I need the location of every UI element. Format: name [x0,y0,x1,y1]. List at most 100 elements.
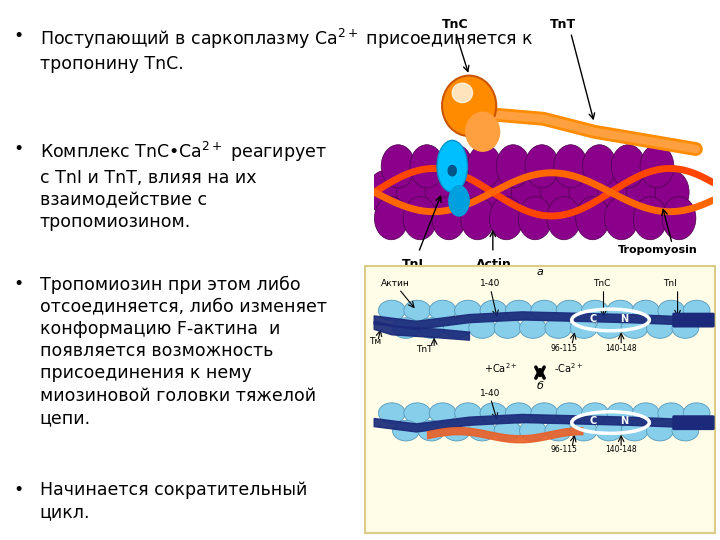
Circle shape [520,318,546,338]
Polygon shape [374,312,698,329]
Text: Начинается сократительный
цикл.: Начинается сократительный цикл. [40,481,307,521]
Text: TnC: TnC [593,279,611,288]
Circle shape [672,318,698,338]
Text: •: • [13,275,23,293]
Text: Актин: Актин [382,279,410,288]
Circle shape [454,171,487,214]
Text: TnT: TnT [416,346,433,354]
Circle shape [494,318,521,338]
Circle shape [640,145,674,188]
Circle shape [570,420,597,441]
Text: 140-148: 140-148 [606,344,637,353]
Circle shape [381,145,415,188]
Circle shape [531,300,557,321]
Circle shape [410,145,444,188]
Circle shape [374,197,408,240]
Circle shape [368,171,402,214]
Text: N: N [621,314,629,324]
Circle shape [683,300,710,321]
Circle shape [570,318,597,338]
Circle shape [545,420,572,441]
Polygon shape [374,321,469,340]
FancyBboxPatch shape [365,266,715,534]
Circle shape [480,403,507,423]
Circle shape [632,300,660,321]
Text: Тм: Тм [369,338,381,346]
Circle shape [467,145,501,188]
Text: TnI: TnI [402,258,423,271]
Circle shape [505,403,532,423]
Text: -Ca$^{2+}$: -Ca$^{2+}$ [554,362,583,375]
Circle shape [511,171,545,214]
Text: Комплекс TnC•Ca$^{2+}$ реагирует
с TnI и TnT, влияя на их
взаимодействие с
тропо: Комплекс TnC•Ca$^{2+}$ реагирует с TnI и… [40,140,326,231]
FancyBboxPatch shape [672,313,715,327]
Circle shape [392,420,419,441]
Polygon shape [374,415,698,432]
Circle shape [547,197,581,240]
Circle shape [595,318,623,338]
Circle shape [418,318,445,338]
Circle shape [444,420,470,441]
Circle shape [432,197,466,240]
Circle shape [469,420,495,441]
Text: TnT: TnT [550,18,577,31]
Circle shape [658,403,685,423]
Ellipse shape [466,112,500,151]
Text: TnI: TnI [664,279,678,288]
Circle shape [672,420,698,441]
Text: 1-40: 1-40 [480,279,500,288]
Text: •: • [13,140,23,158]
Circle shape [429,403,456,423]
Circle shape [582,403,608,423]
Circle shape [429,300,456,321]
Circle shape [496,145,530,188]
Text: N: N [621,416,629,427]
Text: Actin: Actin [476,258,512,271]
Circle shape [531,403,557,423]
Text: 1-40: 1-40 [480,389,500,397]
Circle shape [662,197,696,240]
Circle shape [438,145,472,188]
Text: 96-115: 96-115 [551,344,577,353]
Circle shape [607,300,634,321]
Circle shape [545,318,572,338]
Circle shape [658,300,685,321]
Circle shape [540,171,574,214]
Circle shape [418,420,445,441]
Text: Tropomyosin: Tropomyosin [618,245,698,255]
Ellipse shape [449,186,469,216]
Circle shape [525,145,559,188]
Circle shape [607,403,634,423]
Circle shape [454,403,482,423]
Circle shape [557,300,583,321]
Circle shape [404,300,431,321]
Text: Поступающий в саркоплазму Ca$^{2+}$ присоединяется к
тропонину TnC.: Поступающий в саркоплазму Ca$^{2+}$ прис… [40,27,534,73]
Ellipse shape [442,76,496,136]
Circle shape [655,171,689,214]
Circle shape [576,197,610,240]
Circle shape [647,420,673,441]
Circle shape [557,403,583,423]
Text: TnC: TnC [442,18,469,31]
Circle shape [404,403,431,423]
Text: C: C [589,416,597,427]
Circle shape [554,145,588,188]
Circle shape [598,171,631,214]
Text: Тропомиозин при этом либо
отсоединяется, либо изменяет
конформацию F-актина  и
п: Тропомиозин при этом либо отсоединяется,… [40,275,327,427]
Circle shape [490,197,523,240]
Circle shape [595,420,623,441]
Circle shape [379,403,405,423]
Circle shape [425,171,459,214]
Text: •: • [13,27,23,45]
Text: а: а [536,267,544,278]
Circle shape [379,300,405,321]
Ellipse shape [452,83,472,103]
Circle shape [392,318,419,338]
Circle shape [582,145,616,188]
Circle shape [520,420,546,441]
Circle shape [444,318,470,338]
Text: •: • [13,481,23,498]
Circle shape [634,197,667,240]
Text: 96-115: 96-115 [551,446,577,454]
Circle shape [582,300,608,321]
